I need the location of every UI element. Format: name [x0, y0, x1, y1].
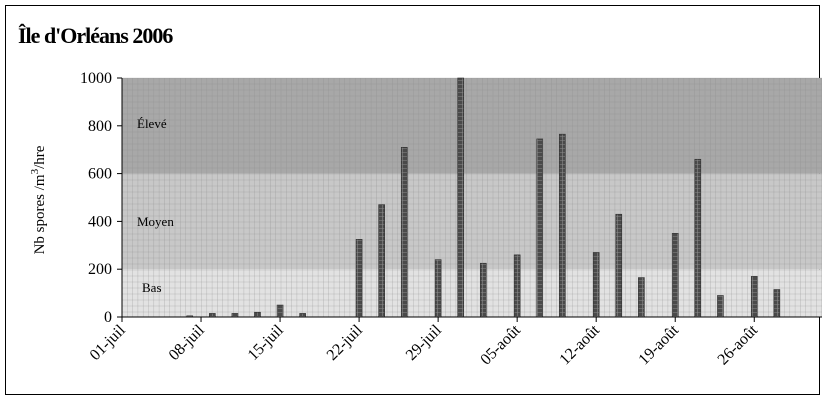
band-0 [122, 269, 822, 317]
bar-8 [400, 147, 408, 318]
bar-7 [378, 204, 385, 318]
x-tick-label: 26-août [715, 321, 762, 368]
y-tick-label: 1000 [80, 70, 112, 87]
y-tick-label: 800 [88, 118, 112, 135]
y-axis-title: Nb spores /m3/hre [29, 145, 48, 254]
y-axis-title-text: Nb spores /m [32, 174, 48, 254]
bar-11 [479, 262, 487, 318]
x-tick-label: 15-juil [245, 321, 288, 364]
bar-12 [513, 254, 521, 318]
y-tick-label: 200 [88, 261, 112, 278]
y-tick-label: 0 [104, 309, 112, 326]
band-1 [122, 173, 822, 270]
bar-18 [671, 233, 679, 318]
x-tick-label: 19-août [635, 321, 682, 368]
bar-2 [231, 313, 239, 318]
band-label-moyen: Moyen [137, 214, 174, 229]
y-axis-title-superscript: 3 [29, 168, 41, 174]
x-tick-label: 29-juil [403, 321, 446, 364]
bar-14 [559, 133, 566, 318]
x-tick-label: 22-juil [324, 321, 367, 364]
bar-19 [694, 158, 702, 318]
bar-22 [773, 289, 781, 318]
bar-16 [615, 213, 623, 318]
x-tick-label: 08-juil [166, 321, 209, 364]
bar-15 [592, 252, 600, 318]
x-tick-label: 05-août [477, 321, 524, 368]
bar-17 [638, 277, 645, 318]
bar-5 [299, 313, 306, 318]
y-tick-label: 600 [88, 166, 112, 183]
x-tick-label: 12-août [556, 321, 603, 368]
y-tick-label: 400 [88, 213, 112, 230]
x-tick-label: 01-juil [87, 321, 130, 364]
band-label-élevé: Élevé [137, 116, 167, 131]
bar-3 [254, 311, 261, 318]
y-axis-title-suffix: /hre [32, 145, 48, 169]
band-label-bas: Bas [142, 280, 162, 295]
chart-title: Île d'Orléans 2006 [18, 23, 173, 48]
bar-9 [434, 259, 442, 318]
bar-13 [536, 138, 544, 318]
bar-10 [457, 77, 465, 318]
bar-21 [750, 276, 758, 318]
bar-1 [209, 313, 216, 318]
bar-4 [276, 304, 284, 318]
bar-6 [355, 239, 363, 318]
bar-20 [717, 295, 724, 318]
